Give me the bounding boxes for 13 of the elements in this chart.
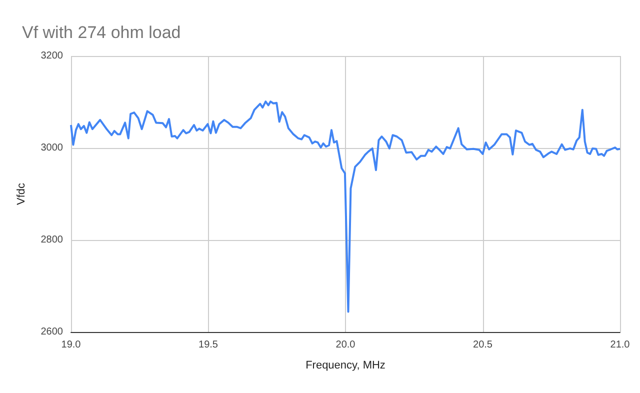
y-tick-label: 2800 — [40, 234, 64, 246]
x-tick-label: 19.5 — [198, 340, 218, 350]
y-tick-label: 3200 — [40, 50, 64, 62]
line-series — [70, 100, 621, 313]
y-axis-title: Vfdc — [16, 182, 28, 206]
x-tick-label: 20.5 — [473, 340, 493, 350]
chart-title: Vf with 274 ohm load — [22, 23, 181, 42]
x-tick-label: 21.0 — [610, 340, 630, 350]
x-tick-label: 20.0 — [336, 340, 356, 350]
y-tick-label: 3000 — [40, 142, 64, 154]
x-tick-label: 19.0 — [61, 340, 82, 350]
y-tick-label: 2600 — [40, 326, 64, 338]
x-axis-title: Frequency, MHz — [306, 360, 386, 372]
